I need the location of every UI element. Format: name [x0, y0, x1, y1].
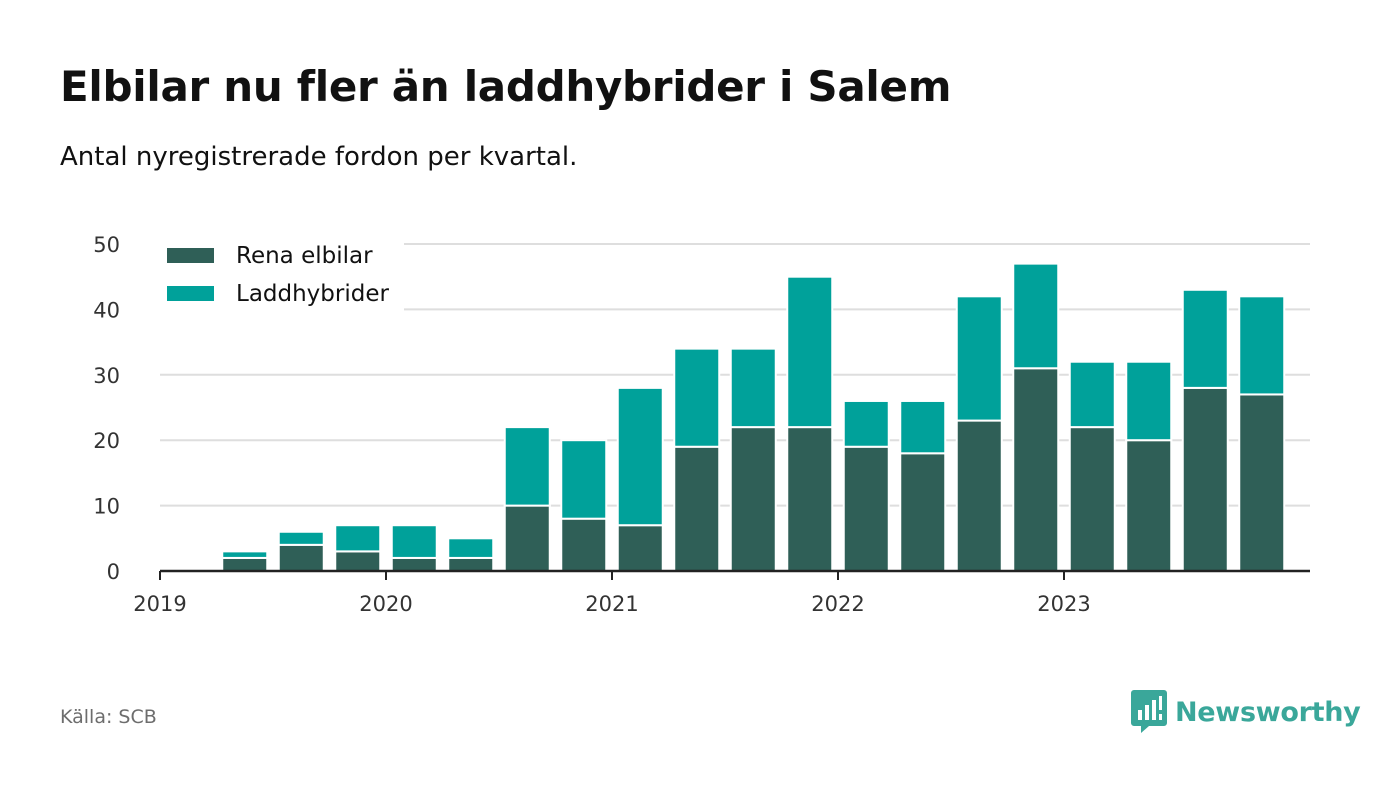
y-tick-label: 10	[93, 495, 120, 519]
bar-rena-elbilar	[729, 426, 777, 572]
bar-laddhybrider	[842, 399, 890, 448]
bar-laddhybrider	[899, 399, 947, 455]
y-tick-label: 40	[93, 298, 120, 322]
bar-laddhybrider	[616, 386, 664, 527]
bar-laddhybrider	[1181, 288, 1229, 389]
bar-laddhybrider	[1012, 262, 1060, 370]
bar-rena-elbilar	[390, 556, 438, 572]
newsworthy-logo: Newsworthy	[1131, 690, 1361, 734]
y-tick-label: 30	[93, 364, 120, 388]
chart-subtitle: Antal nyregistrerade fordon per kvartal.	[60, 142, 578, 172]
bar-laddhybrider	[955, 295, 1003, 422]
bar-rena-elbilar	[673, 445, 721, 572]
legend-swatch	[167, 286, 214, 301]
bar-rena-elbilar	[1125, 439, 1173, 573]
bar-rena-elbilar	[447, 556, 495, 572]
source-note: Källa: SCB	[60, 706, 157, 728]
bar-rena-elbilar	[1068, 426, 1116, 572]
x-tick-label: 2022	[811, 592, 864, 616]
bar-laddhybrider	[1068, 360, 1116, 429]
x-tick-label: 2020	[359, 592, 412, 616]
bar-rena-elbilar	[899, 452, 947, 572]
bar-rena-elbilar	[560, 517, 608, 572]
bar-laddhybrider	[503, 426, 551, 507]
bar-laddhybrider	[729, 347, 777, 429]
x-tick-label: 2021	[585, 592, 638, 616]
legend-label: Laddhybrider	[236, 281, 389, 307]
bar-laddhybrider	[786, 275, 834, 429]
brand-name: Newsworthy	[1175, 696, 1361, 728]
legend-swatch	[167, 248, 214, 263]
bar-rena-elbilar	[955, 419, 1003, 572]
bar-laddhybrider	[1125, 360, 1173, 442]
bar-rena-elbilar	[1181, 386, 1229, 572]
bar-rena-elbilar	[334, 550, 382, 573]
bar-laddhybrider	[447, 537, 495, 559]
bar-rena-elbilar	[1012, 367, 1060, 573]
chart-title: Elbilar nu fler än laddhybrider i Salem	[60, 62, 952, 111]
bar-laddhybrider	[560, 439, 608, 520]
bar-laddhybrider	[673, 347, 721, 448]
y-tick-label: 50	[93, 233, 120, 257]
bar-laddhybrider	[334, 524, 382, 553]
newsworthy-logo-icon	[1131, 690, 1167, 733]
bar-rena-elbilar	[277, 543, 325, 573]
bar-laddhybrider	[221, 550, 269, 559]
legend-label: Rena elbilar	[236, 243, 373, 269]
bar-laddhybrider	[390, 524, 438, 559]
bar-rena-elbilar	[842, 445, 890, 572]
x-tick-label: 2023	[1037, 592, 1090, 616]
bar-rena-elbilar	[786, 426, 834, 572]
bar-rena-elbilar	[503, 504, 551, 573]
bar-laddhybrider	[277, 530, 325, 546]
x-tick-label: 2019	[133, 592, 186, 616]
y-tick-label: 0	[107, 560, 120, 584]
bar-rena-elbilar	[1238, 393, 1286, 573]
bar-rena-elbilar	[616, 524, 664, 572]
bar-rena-elbilar	[221, 556, 269, 572]
bar-laddhybrider	[1238, 295, 1286, 396]
y-tick-label: 20	[93, 429, 120, 453]
